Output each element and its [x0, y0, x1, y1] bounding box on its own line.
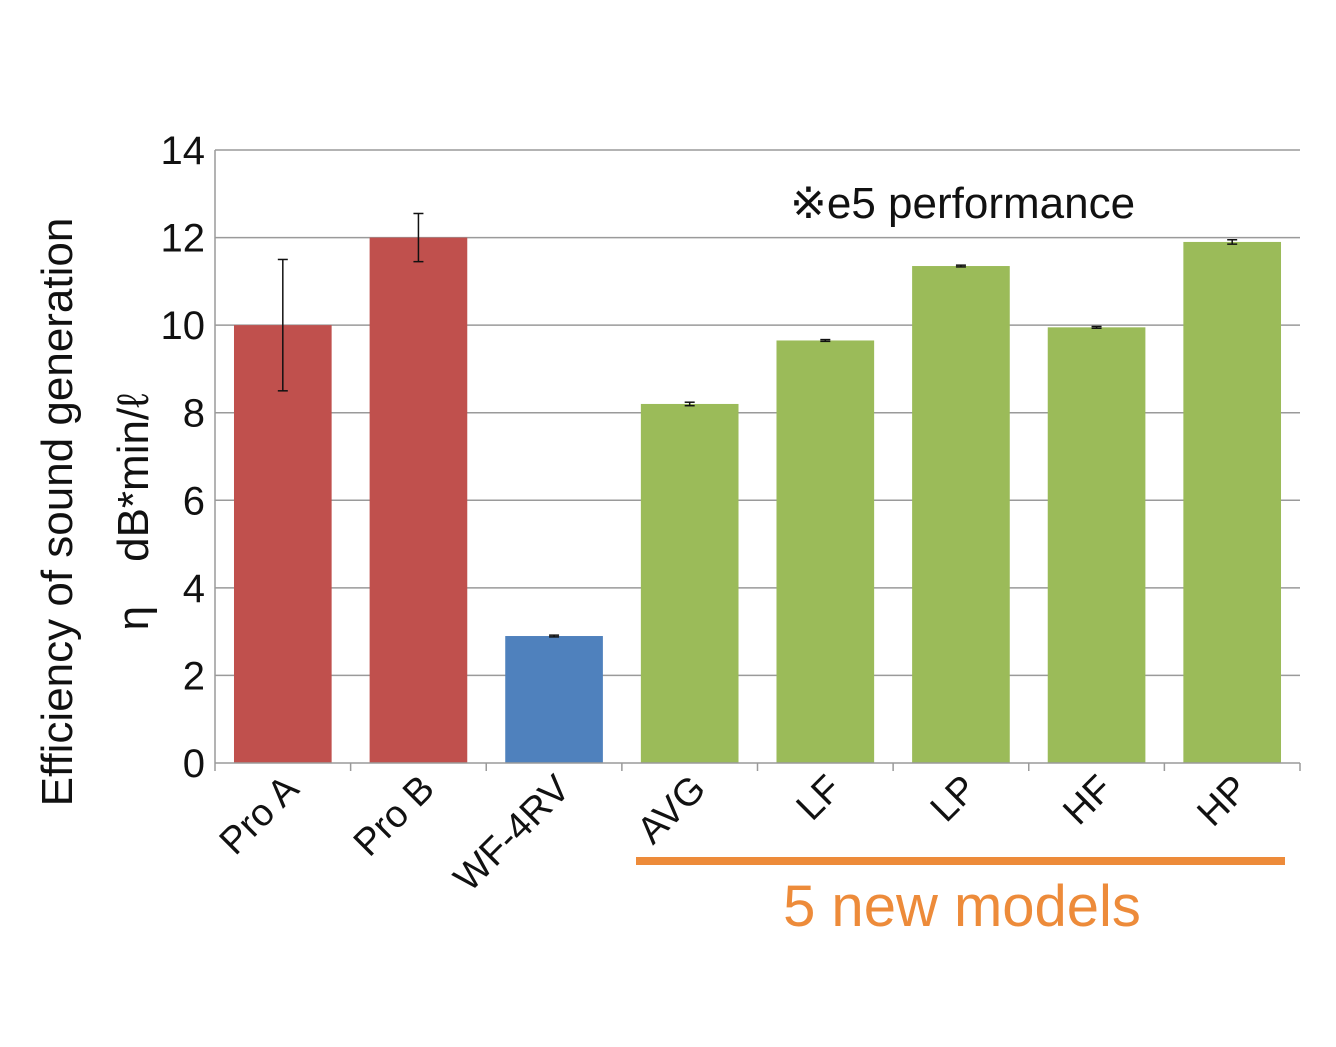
- y-axis-title: Efficiency of sound generation: [33, 218, 82, 807]
- x-tick-label: Pro A: [212, 767, 308, 863]
- error-bars: [277, 212, 1238, 638]
- group-label: 5 new models: [783, 874, 1141, 939]
- y-tick-label: 12: [161, 217, 206, 261]
- bar: [233, 325, 332, 763]
- x-tick-label: Pro B: [346, 768, 443, 865]
- y-tick-label: 2: [183, 654, 205, 698]
- x-tick-label: LF: [789, 768, 850, 829]
- axes: [214, 150, 1301, 771]
- annotation-note: ※e5 performance: [790, 179, 1135, 228]
- x-tick-label: LP: [923, 768, 986, 831]
- y-tick-label: 10: [161, 304, 206, 348]
- bar: [912, 266, 1010, 763]
- x-tick-label: HF: [1055, 768, 1121, 834]
- x-tick-label: WF-4RV: [446, 767, 579, 900]
- bar: [776, 340, 875, 763]
- y-tick-label: 4: [183, 567, 205, 611]
- x-tick-label: AVG: [630, 768, 714, 852]
- bar: [1183, 241, 1282, 763]
- y-tick-label: 6: [183, 479, 205, 523]
- bars: [233, 237, 1282, 764]
- bar: [640, 403, 739, 763]
- bar: [1047, 327, 1146, 763]
- y-tick-labels: 0 2 4 6 8 10 12 14: [161, 129, 206, 786]
- y-tick-label: 0: [183, 742, 205, 786]
- bar: [505, 636, 603, 763]
- y-axis-unit: η dB*min/ℓ: [109, 394, 158, 631]
- x-tick-label: HP: [1190, 768, 1257, 835]
- y-tick-label: 14: [161, 129, 206, 173]
- y-tick-label: 8: [183, 392, 205, 436]
- bar: [369, 237, 468, 764]
